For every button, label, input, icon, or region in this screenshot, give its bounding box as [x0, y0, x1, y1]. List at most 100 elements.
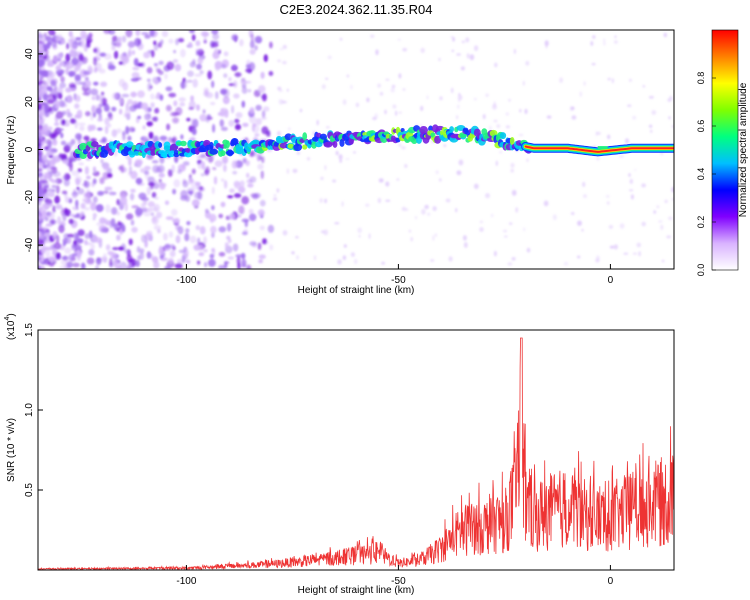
noise-speck [522, 80, 525, 86]
noise-speck [570, 212, 575, 215]
noise-speck [358, 234, 361, 238]
noise-speck [135, 260, 140, 268]
noise-speck [52, 171, 61, 178]
noise-speck [259, 225, 265, 231]
x-tick-label: -100 [176, 275, 196, 286]
noise-speck [221, 107, 228, 114]
noise-speck [38, 210, 46, 214]
noise-speck [291, 251, 295, 255]
noise-speck [107, 250, 114, 256]
noise-speck [88, 249, 95, 256]
noise-speck [177, 226, 184, 235]
noise-speck [427, 212, 431, 216]
noise-speck [342, 255, 347, 260]
noise-speck [167, 169, 173, 177]
noise-speck [43, 184, 50, 189]
noise-speck [141, 31, 149, 36]
noise-speck [607, 77, 611, 81]
noise-speck [46, 163, 51, 168]
noise-speck [286, 168, 290, 175]
noise-speck [68, 70, 76, 77]
noise-speck [165, 104, 172, 112]
noise-speck [402, 88, 406, 91]
noise-speck [194, 73, 202, 77]
noise-speck [656, 205, 660, 209]
noise-speck [664, 199, 668, 204]
noise-speck [343, 244, 347, 248]
colorbar-tick-label: 0.2 [696, 216, 706, 229]
noise-speck [188, 106, 194, 110]
noise-speck [195, 225, 201, 231]
noise-speck [172, 117, 180, 124]
noise-speck [513, 48, 517, 55]
noise-speck [232, 243, 239, 252]
noise-speck [127, 99, 133, 105]
noise-speck [473, 45, 479, 52]
noise-speck [92, 166, 97, 173]
noise-speck [235, 112, 243, 119]
noise-speck [242, 160, 251, 164]
noise-speck [99, 217, 106, 225]
noise-speck [182, 180, 189, 188]
noise-speck [128, 262, 132, 267]
noise-speck [198, 252, 205, 257]
noise-speck [42, 139, 47, 144]
ridge-speck [162, 152, 168, 159]
noise-speck [377, 197, 382, 204]
y-tick-label: 40 [24, 48, 35, 60]
noise-speck [174, 63, 182, 72]
noise-speck [69, 118, 77, 124]
noise-speck [204, 166, 210, 174]
noise-speck [104, 125, 109, 135]
noise-speck [135, 30, 141, 37]
noise-speck [469, 54, 475, 61]
noise-speck [44, 216, 49, 222]
noise-speck [196, 63, 202, 70]
noise-speck [632, 115, 637, 120]
noise-speck [582, 194, 588, 199]
noise-speck [221, 63, 227, 69]
noise-speck [149, 30, 155, 37]
noise-speck [140, 168, 146, 173]
noise-speck [189, 61, 196, 68]
noise-speck [546, 115, 552, 119]
noise-speck [86, 257, 95, 265]
noise-speck [66, 62, 70, 71]
noise-speck [74, 103, 80, 109]
noise-speck [54, 100, 60, 109]
noise-speck [668, 116, 671, 120]
colorbar-label: Normalized spectral amplitude [738, 82, 749, 217]
noise-speck [355, 102, 360, 108]
noise-speck [458, 97, 461, 103]
noise-speck [324, 198, 327, 204]
noise-speck [117, 36, 122, 42]
noise-speck [38, 182, 43, 188]
noise-speck [188, 178, 192, 185]
noise-speck [66, 261, 74, 268]
noise-speck [443, 144, 447, 148]
noise-speck [200, 173, 205, 177]
noise-speck [372, 116, 377, 121]
colorbar-tick-label: 0.8 [696, 72, 706, 85]
noise-speck [170, 244, 175, 249]
noise-speck [402, 47, 408, 52]
noise-speck [55, 204, 62, 210]
noise-speck [257, 209, 265, 217]
noise-speck [124, 202, 128, 212]
noise-speck [131, 205, 139, 209]
noise-speck [133, 58, 139, 66]
noise-speck [128, 165, 133, 174]
noise-speck [79, 81, 86, 85]
noise-speck [295, 235, 299, 239]
ridge-speck [499, 132, 507, 140]
ridge-speck [287, 143, 294, 149]
noise-speck [485, 93, 489, 97]
noise-speck [58, 100, 66, 107]
noise-speck [38, 70, 41, 74]
noise-speck [125, 30, 133, 38]
noise-speck [143, 210, 151, 217]
noise-speck [276, 188, 280, 193]
noise-speck [353, 151, 356, 154]
noise-speck [124, 108, 131, 117]
noise-speck [58, 153, 64, 159]
